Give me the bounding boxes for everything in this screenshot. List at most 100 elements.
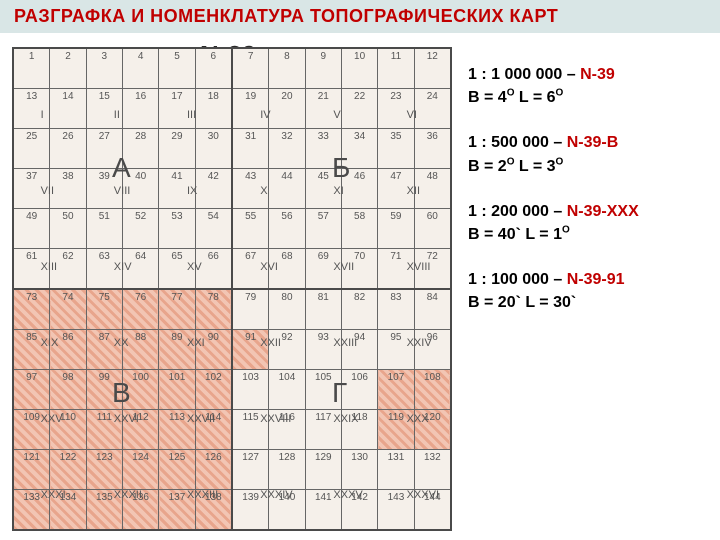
grid-cell: 82 (341, 289, 377, 330)
grid-cell: 55 (232, 209, 269, 249)
scale-1: 1 : 1 000 000 – (468, 66, 580, 83)
grid-cell: 102 (195, 370, 232, 410)
grid-cell: 24 (414, 89, 451, 129)
grid-cell: 39 (86, 169, 122, 209)
grid-cell: 111 (86, 410, 122, 450)
grid-cell: 11 (378, 48, 414, 89)
grid-cell: 7 (232, 48, 269, 89)
grid-cell: 137 (159, 490, 195, 531)
deg1b: О (556, 88, 564, 99)
grid-cell: 138 (195, 490, 232, 531)
grid-cell: 80 (269, 289, 305, 330)
grid-cell: 118 (341, 410, 377, 450)
grid-cell: 125 (159, 450, 195, 490)
grid-cell: 57 (305, 209, 341, 249)
grid-cell: 136 (122, 490, 158, 531)
content-area: 1234567891011121314151617181920212223242… (0, 33, 720, 531)
grid-cell: 23 (378, 89, 414, 129)
grid-cell: 21 (305, 89, 341, 129)
grid-cell: 14 (50, 89, 86, 129)
grid-cell: 88 (122, 330, 158, 370)
grid-cell: 4 (122, 48, 158, 89)
grid-cell: 106 (341, 370, 377, 410)
grid-cell: 65 (159, 249, 195, 290)
grid-cell: 103 (232, 370, 269, 410)
grid-cell: 34 (341, 129, 377, 169)
grid-cell: 76 (122, 289, 158, 330)
grid-cell: 127 (232, 450, 269, 490)
grid-cell: 29 (159, 129, 195, 169)
dim2b: L = 3 (514, 158, 555, 175)
grid-cell: 3 (86, 48, 122, 89)
grid-cell: 12 (414, 48, 451, 89)
grid-cell: 115 (232, 410, 269, 450)
grid-cell: 120 (414, 410, 451, 450)
grid-cell: 78 (195, 289, 232, 330)
grid-cell: 140 (269, 490, 305, 531)
grid-cell: 40 (122, 169, 158, 209)
grid-cell: 5 (159, 48, 195, 89)
grid-cell: 130 (341, 450, 377, 490)
grid-cell: 35 (378, 129, 414, 169)
grid-cell: 58 (341, 209, 377, 249)
grid-cell: 126 (195, 450, 232, 490)
dim2a: В = 2 (468, 158, 507, 175)
grid-cell: 75 (86, 289, 122, 330)
grid-cell: 25 (13, 129, 50, 169)
grid-cell: 129 (305, 450, 341, 490)
deg3a: О (562, 225, 570, 236)
dim4a: В = 20` L = 30` (468, 294, 576, 311)
grid-cell: 38 (50, 169, 86, 209)
grid-cell: 17 (159, 89, 195, 129)
grid-cell: 123 (86, 450, 122, 490)
legend-500k: 1 : 500 000 – N-39-В В = 2О L = 3О (468, 131, 639, 177)
grid-cell: 26 (50, 129, 86, 169)
grid-cell: 47 (378, 169, 414, 209)
grid-cell: 13 (13, 89, 50, 129)
grid-cell: 132 (414, 450, 451, 490)
grid-cell: 46 (341, 169, 377, 209)
grid-cell: 119 (378, 410, 414, 450)
grid-cell: 89 (159, 330, 195, 370)
grid-cell: 43 (232, 169, 269, 209)
grid-cell: 142 (341, 490, 377, 531)
nom-2: N-39-В (567, 134, 619, 151)
grid-cell: 101 (159, 370, 195, 410)
grid-cell: 33 (305, 129, 341, 169)
grid-cell: 77 (159, 289, 195, 330)
grid-cell: 28 (122, 129, 158, 169)
grid-cell: 32 (269, 129, 305, 169)
grid-cell: 108 (414, 370, 451, 410)
grid-cell: 51 (86, 209, 122, 249)
grid-cell: 104 (269, 370, 305, 410)
grid-cell: 85 (13, 330, 50, 370)
grid-cell: 54 (195, 209, 232, 249)
grid-cell: 131 (378, 450, 414, 490)
grid-cell: 96 (414, 330, 451, 370)
grid-cell: 60 (414, 209, 451, 249)
grid-cell: 121 (13, 450, 50, 490)
grid-cell: 81 (305, 289, 341, 330)
nom-4: N-39-91 (567, 271, 625, 288)
grid-cell: 83 (378, 289, 414, 330)
grid-cell: 92 (269, 330, 305, 370)
grid-cell: 37 (13, 169, 50, 209)
grid-cell: 53 (159, 209, 195, 249)
nom-3: N-39-XXX (567, 203, 639, 220)
legend-200k: 1 : 200 000 – N-39-XXX В = 40` L = 1О (468, 200, 639, 246)
grid-cell: 52 (122, 209, 158, 249)
grid-cell: 143 (378, 490, 414, 531)
grid-cell: 72 (414, 249, 451, 290)
grid-cell: 133 (13, 490, 50, 531)
grid-cell: 20 (269, 89, 305, 129)
legend-1m: 1 : 1 000 000 – N-39 В = 4О L = 6О (468, 63, 639, 109)
grid-cell: 100 (122, 370, 158, 410)
grid-cell: 90 (195, 330, 232, 370)
grid-cell: 74 (50, 289, 86, 330)
grid-cell: 87 (86, 330, 122, 370)
grid-cell: 16 (122, 89, 158, 129)
grid-cell: 97 (13, 370, 50, 410)
grid-cell: 122 (50, 450, 86, 490)
grid-cell: 61 (13, 249, 50, 290)
grid-cell: 48 (414, 169, 451, 209)
